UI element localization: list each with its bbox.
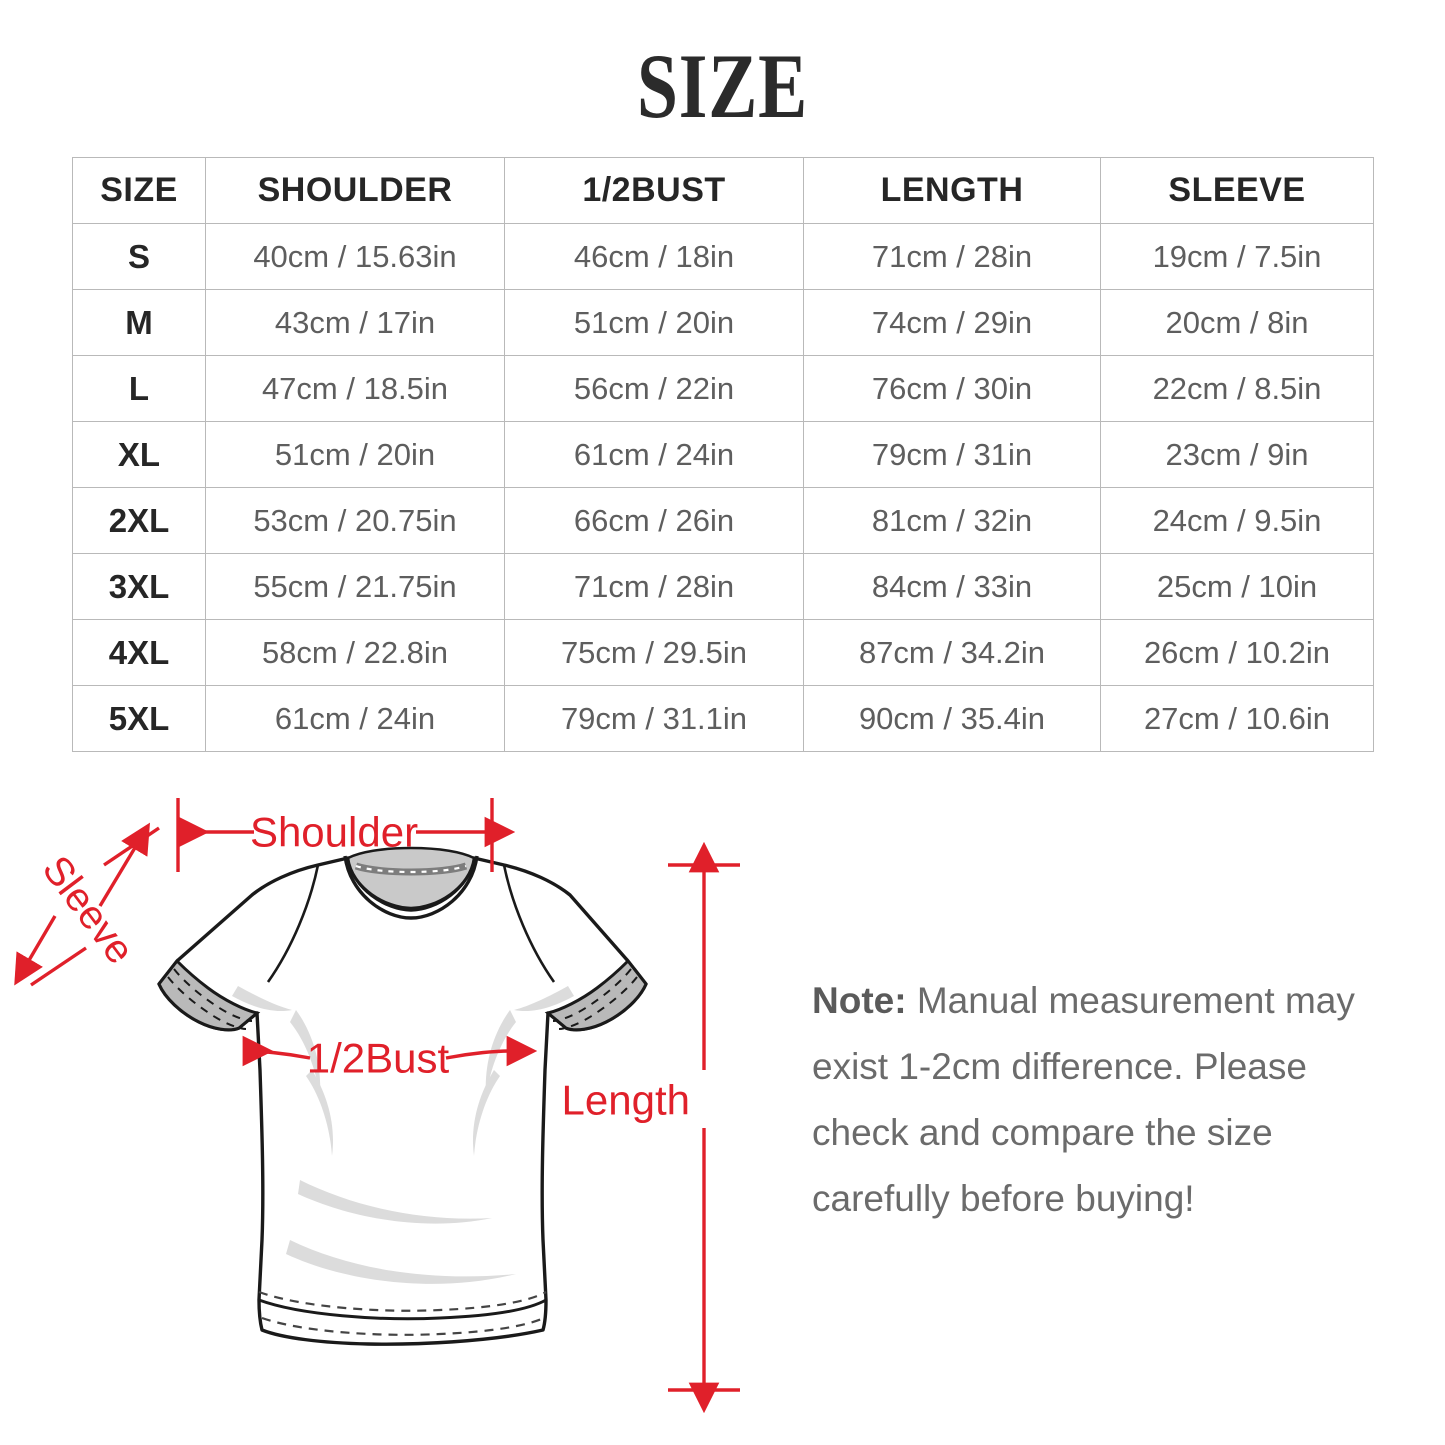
sleeve-label: Sleeve xyxy=(34,848,143,972)
cell-length: 84cm / 33in xyxy=(803,553,1101,620)
cell-sleeve: 26cm / 10.2in xyxy=(1100,619,1374,686)
bottom-hem-stitch-upper xyxy=(258,1290,547,1312)
cell-shoulder: 53cm / 20.75in xyxy=(205,487,505,554)
table-row: 5XL 61cm / 24in 79cm / 31.1in 90cm / 35.… xyxy=(72,685,1374,752)
collar-inner xyxy=(346,846,476,910)
cell-size: 5XL xyxy=(72,685,206,752)
cell-bust: 46cm / 18in xyxy=(504,223,804,290)
table-row: 3XL 55cm / 21.75in 71cm / 28in 84cm / 33… xyxy=(72,553,1374,620)
sleeve-measurement-annotation: Sleeve xyxy=(14,822,160,987)
length-label: Length xyxy=(562,1077,690,1124)
cell-sleeve: 27cm / 10.6in xyxy=(1100,685,1374,752)
cell-bust: 75cm / 29.5in xyxy=(504,619,804,686)
cell-length: 71cm / 28in xyxy=(803,223,1101,290)
cell-length: 76cm / 30in xyxy=(803,355,1101,422)
sleeve-tick-lower xyxy=(30,946,87,987)
length-measurement-annotation: Length xyxy=(562,841,740,1414)
note-label: Note: xyxy=(812,980,907,1021)
cell-shoulder: 40cm / 15.63in xyxy=(205,223,505,290)
note-text: Note: Manual measurement may exist 1-2cm… xyxy=(812,968,1387,1232)
size-chart-table: SIZE SHOULDER 1/2BUST LENGTH SLEEVE S 40… xyxy=(72,157,1374,752)
bust-arrow-right xyxy=(445,1035,538,1067)
table-row: XL 51cm / 20in 61cm / 24in 79cm / 31in 2… xyxy=(72,421,1374,488)
cell-bust: 56cm / 22in xyxy=(504,355,804,422)
cell-size: S xyxy=(72,223,206,290)
cell-sleeve: 20cm / 8in xyxy=(1100,289,1374,356)
shoulder-seam-right xyxy=(502,864,556,983)
cell-sleeve: 19cm / 7.5in xyxy=(1100,223,1374,290)
cell-size: 4XL xyxy=(72,619,206,686)
note-body: Manual measurement may exist 1-2cm diffe… xyxy=(812,980,1355,1219)
cell-length: 81cm / 32in xyxy=(803,487,1101,554)
cell-length: 79cm / 31in xyxy=(803,421,1101,488)
cell-length: 90cm / 35.4in xyxy=(803,685,1101,752)
bust-label: 1/2Bust xyxy=(307,1035,450,1082)
shoulder-seam-left xyxy=(266,864,320,983)
sleeve-arrow-lower xyxy=(14,915,57,986)
right-sleeve-cuff-stitch-2 xyxy=(558,976,638,1030)
cell-size: XL xyxy=(72,421,206,488)
cell-size: M xyxy=(72,289,206,356)
cell-bust: 71cm / 28in xyxy=(504,553,804,620)
table-header-row: SIZE SHOULDER 1/2BUST LENGTH SLEEVE xyxy=(72,157,1374,224)
bottom-hem-stitch-lower xyxy=(261,1316,545,1336)
cell-sleeve: 25cm / 10in xyxy=(1100,553,1374,620)
left-sleeve-cuff-inner xyxy=(157,958,261,1032)
collar-stitch-dashes xyxy=(355,864,467,874)
left-sleeve-cuff-stitch-2 xyxy=(167,976,247,1030)
bottom-hem-edge xyxy=(258,1298,547,1321)
column-header-size: SIZE xyxy=(72,157,206,224)
sleeve-arrow-upper xyxy=(98,822,150,907)
cell-bust: 61cm / 24in xyxy=(504,421,804,488)
page-title: SIZE xyxy=(637,35,808,137)
cell-shoulder: 43cm / 17in xyxy=(205,289,505,356)
column-header-shoulder: SHOULDER xyxy=(205,157,505,224)
tshirt-illustration xyxy=(157,846,648,1346)
cell-sleeve: 23cm / 9in xyxy=(1100,421,1374,488)
collar-outer-edge xyxy=(343,855,479,920)
left-sleeve-cuff-stitch xyxy=(173,968,253,1022)
right-sleeve-cuff-stitch xyxy=(552,968,632,1022)
cell-size: L xyxy=(72,355,206,422)
table-row: M 43cm / 17in 51cm / 20in 74cm / 29in 20… xyxy=(72,289,1374,356)
table-row: 4XL 58cm / 22.8in 75cm / 29.5in 87cm / 3… xyxy=(72,619,1374,686)
column-header-sleeve: SLEEVE xyxy=(1100,157,1374,224)
column-header-length: LENGTH xyxy=(803,157,1101,224)
cell-sleeve: 22cm / 8.5in xyxy=(1100,355,1374,422)
sleeve-tick-upper xyxy=(103,826,160,867)
shoulder-measurement-annotation: Shoulder xyxy=(176,798,516,872)
cell-sleeve: 24cm / 9.5in xyxy=(1100,487,1374,554)
bust-arrow-left xyxy=(242,1035,311,1067)
tshirt-measurement-diagram: Shoulder Sleeve 1/2Bust Length xyxy=(0,770,780,1445)
cell-size: 2XL xyxy=(72,487,206,554)
right-sleeve-cuff-inner xyxy=(544,958,648,1032)
shoulder-label: Shoulder xyxy=(250,809,418,856)
table-row: L 47cm / 18.5in 56cm / 22in 76cm / 30in … xyxy=(72,355,1374,422)
cell-length: 74cm / 29in xyxy=(803,289,1101,356)
table-row: 2XL 53cm / 20.75in 66cm / 26in 81cm / 32… xyxy=(72,487,1374,554)
cell-shoulder: 58cm / 22.8in xyxy=(205,619,505,686)
fabric-shading xyxy=(232,986,574,1284)
bust-measurement-annotation: 1/2Bust xyxy=(242,1035,538,1082)
cell-length: 87cm / 34.2in xyxy=(803,619,1101,686)
cell-bust: 79cm / 31.1in xyxy=(504,685,804,752)
cell-bust: 51cm / 20in xyxy=(504,289,804,356)
table-row: S 40cm / 15.63in 46cm / 18in 71cm / 28in… xyxy=(72,223,1374,290)
cell-shoulder: 61cm / 24in xyxy=(205,685,505,752)
cell-shoulder: 55cm / 21.75in xyxy=(205,553,505,620)
cell-shoulder: 51cm / 20in xyxy=(205,421,505,488)
cell-shoulder: 47cm / 18.5in xyxy=(205,355,505,422)
column-header-bust: 1/2BUST xyxy=(504,157,804,224)
cell-size: 3XL xyxy=(72,553,206,620)
cell-bust: 66cm / 26in xyxy=(504,487,804,554)
